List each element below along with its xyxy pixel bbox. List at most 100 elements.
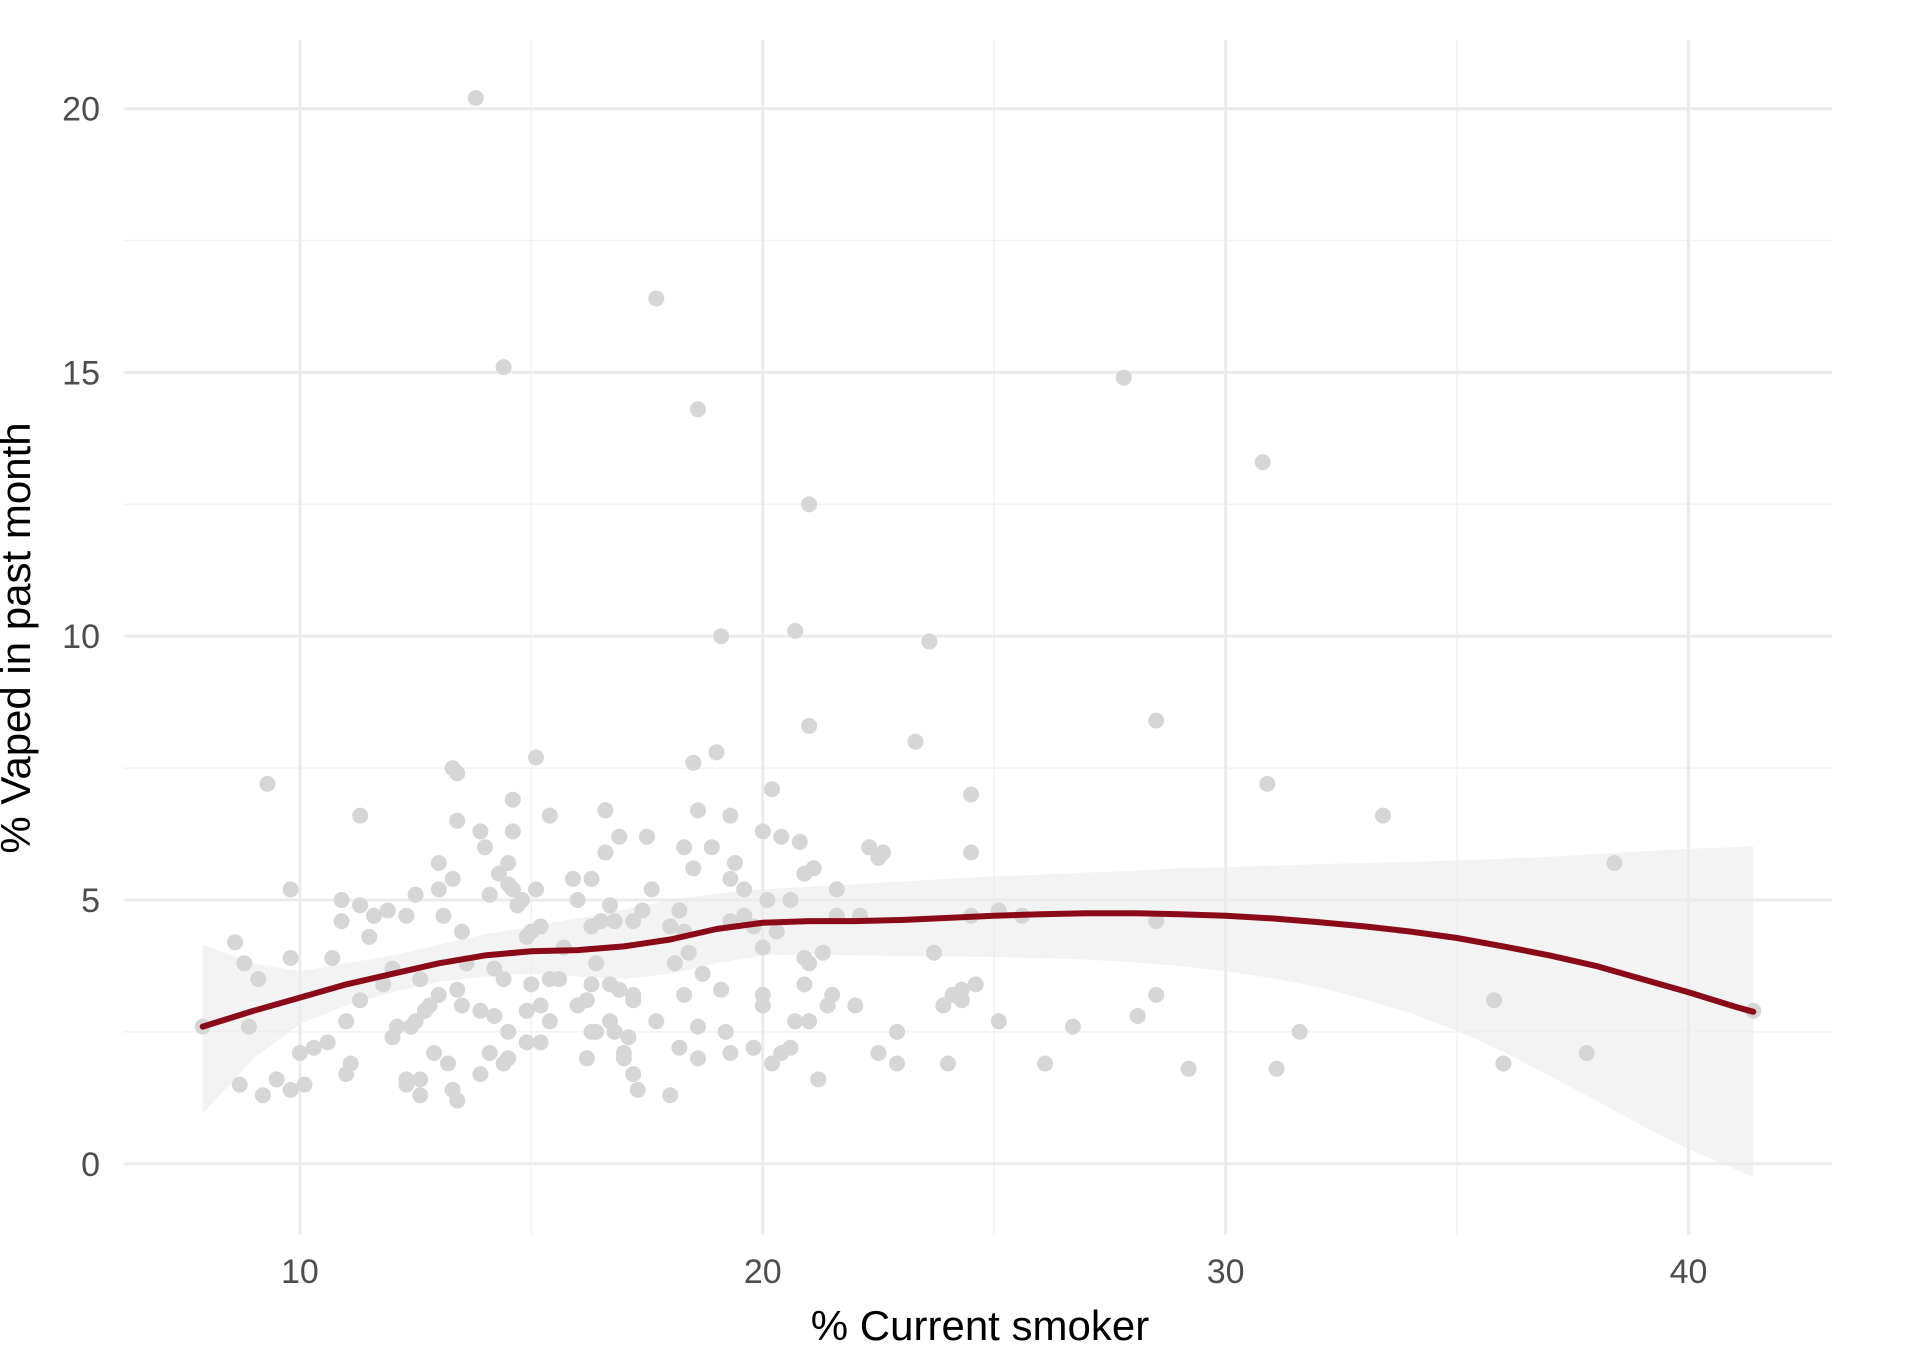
data-point <box>398 1076 415 1093</box>
data-point <box>333 892 350 908</box>
data-point <box>1064 1018 1081 1035</box>
data-point <box>231 1076 248 1093</box>
data-point <box>963 786 980 803</box>
data-point <box>801 717 818 734</box>
data-point <box>486 960 503 977</box>
data-point <box>847 997 864 1014</box>
data-point <box>703 839 720 856</box>
data-point <box>629 1081 646 1098</box>
data-points <box>194 90 1762 1109</box>
data-point <box>296 1076 313 1093</box>
data-point <box>430 986 447 1003</box>
data-point <box>583 976 600 993</box>
data-point <box>518 1002 535 1019</box>
data-point <box>578 1050 595 1067</box>
data-point <box>551 971 568 988</box>
data-point <box>967 976 984 993</box>
data-point <box>727 855 743 871</box>
data-point <box>939 1055 956 1072</box>
data-point <box>472 1002 489 1019</box>
data-point <box>472 1066 489 1083</box>
data-point <box>333 913 350 930</box>
data-point <box>352 992 369 1009</box>
data-point <box>889 1055 905 1072</box>
data-point <box>403 1018 419 1035</box>
data-point <box>282 950 299 966</box>
data-point <box>754 939 771 956</box>
data-point <box>481 886 498 903</box>
y-tick-label: 5 <box>81 882 100 920</box>
data-point <box>722 807 739 824</box>
data-point <box>736 907 753 924</box>
data-point <box>889 1023 905 1040</box>
data-point <box>819 997 836 1014</box>
data-point <box>583 870 600 887</box>
x-tick-label: 30 <box>1207 1253 1245 1291</box>
data-point <box>282 881 299 898</box>
data-point <box>875 844 892 861</box>
data-point <box>768 923 785 940</box>
data-point <box>486 1008 503 1024</box>
data-point <box>541 1013 558 1030</box>
data-point <box>407 886 424 903</box>
data-point <box>787 622 804 639</box>
data-point <box>504 791 521 808</box>
data-point <box>926 944 942 961</box>
data-point <box>500 1023 517 1040</box>
data-point <box>528 749 544 766</box>
x-tick-label: 10 <box>281 1253 319 1291</box>
data-point <box>787 1013 804 1030</box>
data-point <box>1291 1023 1308 1040</box>
data-point <box>625 992 642 1009</box>
data-point <box>801 496 818 513</box>
data-point <box>430 855 447 871</box>
data-point <box>662 918 679 935</box>
data-point <box>453 997 470 1014</box>
data-point <box>421 997 438 1014</box>
data-point <box>782 892 799 908</box>
data-point <box>324 950 341 966</box>
data-point <box>236 955 253 972</box>
data-point <box>1259 775 1276 792</box>
data-point <box>565 870 581 887</box>
data-point <box>1148 986 1165 1003</box>
data-point <box>671 1039 688 1056</box>
data-point <box>541 807 558 824</box>
data-point <box>648 290 665 307</box>
data-point <box>305 1039 322 1056</box>
data-point <box>1129 1008 1146 1024</box>
y-tick-label: 0 <box>81 1146 100 1184</box>
y-tick-label: 20 <box>62 91 100 129</box>
data-point <box>713 628 730 645</box>
data-point <box>754 997 771 1014</box>
data-point <box>412 971 429 988</box>
data-point <box>504 881 521 898</box>
data-point <box>685 754 702 771</box>
data-point <box>953 992 970 1009</box>
data-point <box>259 775 276 792</box>
data-point <box>518 1034 535 1051</box>
data-point <box>597 802 614 819</box>
data-point <box>375 976 392 993</box>
data-point <box>1495 1055 1512 1072</box>
data-point <box>690 1050 706 1067</box>
data-point <box>495 1055 512 1072</box>
data-point <box>449 765 466 782</box>
data-point <box>791 833 808 850</box>
data-point <box>1268 1060 1285 1077</box>
data-point <box>861 839 878 856</box>
data-point <box>569 892 586 908</box>
data-point <box>504 823 521 840</box>
data-point <box>602 897 618 914</box>
data-point <box>662 1087 679 1104</box>
data-point <box>268 1071 285 1088</box>
data-point <box>352 897 369 914</box>
data-point <box>444 870 461 887</box>
data-point <box>1037 1055 1054 1072</box>
data-point <box>398 907 415 924</box>
data-point <box>801 1013 818 1030</box>
data-point <box>801 955 818 972</box>
data-point <box>1606 855 1623 871</box>
data-point <box>528 881 544 898</box>
